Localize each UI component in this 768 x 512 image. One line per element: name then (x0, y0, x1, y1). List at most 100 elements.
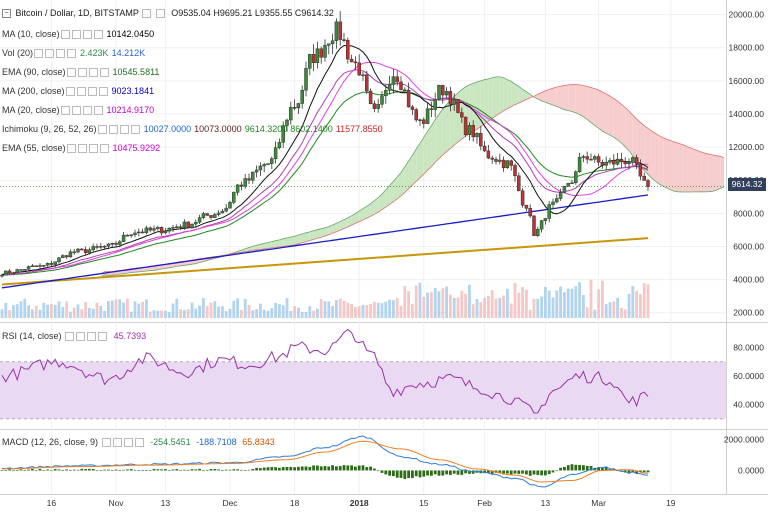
price-axis[interactable]: 20000.00 18000.00 16000.00 14000.00 12000.00… (724, 10, 764, 476)
eye-icon[interactable] (97, 125, 107, 135)
macd-histogram-bar (540, 470, 543, 476)
settings-icon[interactable] (155, 9, 165, 19)
candle-body (311, 54, 316, 64)
macd-histogram-bar (259, 468, 262, 471)
indicator-legend[interactable]: Vol (20) 2.423K 14.212K (2, 48, 145, 59)
close-icon[interactable] (98, 87, 108, 97)
candle-body (524, 204, 529, 209)
more-icon[interactable] (88, 68, 98, 78)
settings-icon[interactable] (76, 87, 86, 97)
close-icon[interactable] (99, 68, 109, 78)
candle-body (80, 248, 84, 251)
macd-histogram-bar (141, 470, 144, 471)
settings-icon[interactable] (112, 438, 122, 448)
macd-histogram-bar (126, 469, 129, 471)
eye-icon[interactable] (65, 332, 75, 342)
macd-histogram-bar (160, 469, 163, 471)
macd-histogram-bar (589, 466, 593, 471)
more-icon[interactable] (87, 332, 97, 342)
settings-icon[interactable] (108, 125, 118, 135)
settings-icon[interactable] (77, 68, 87, 78)
eye-icon[interactable] (60, 106, 70, 116)
indicator-legend[interactable]: MA (20, close) 10214.9170 (2, 105, 154, 116)
macd-legend[interactable]: MACD (12, 26, close, 9) -254.5451 -188.7… (2, 437, 275, 448)
macd-histogram-bar (411, 470, 414, 479)
close-icon[interactable] (93, 106, 103, 116)
volume-bar (27, 305, 30, 318)
close-icon[interactable] (67, 49, 77, 59)
time-axis[interactable]: 16 Nov 13 Dec 18 2018 15 Feb 13 Mar 19 (47, 498, 676, 508)
macd-histogram-bar (198, 468, 201, 471)
macd-histogram-bar (38, 468, 42, 471)
candle-body (577, 157, 582, 172)
volume-bar (449, 294, 452, 318)
close-icon[interactable] (134, 438, 144, 448)
indicator-legend[interactable]: MA (200, close) 9023.1841 (2, 86, 154, 97)
volume-bar (285, 298, 289, 318)
eye-icon[interactable] (60, 30, 70, 40)
eye-icon[interactable] (34, 49, 44, 59)
macd-histogram-bar (190, 469, 194, 471)
candle-body (148, 227, 152, 231)
indicator-legend[interactable]: EMA (55, close) 10475.9292 (2, 143, 160, 154)
volume-bar (426, 292, 429, 318)
indicator-legend[interactable]: Ichimoku (9, 26, 52, 26) 10027.0000 10073.… (2, 124, 383, 135)
settings-icon[interactable] (71, 30, 81, 40)
more-icon[interactable] (88, 144, 98, 154)
settings-icon[interactable] (71, 106, 81, 116)
indicator-legend[interactable]: EMA (90, close) 10545.5811 (2, 67, 159, 78)
cloud-segment (484, 78, 489, 124)
cloud-segment (313, 229, 318, 240)
volume-bar (502, 295, 505, 318)
more-icon[interactable] (119, 125, 129, 135)
more-icon[interactable] (56, 49, 66, 59)
cloud-segment (598, 90, 603, 132)
macd-histogram-bar (122, 469, 125, 471)
close-icon[interactable] (98, 332, 108, 342)
volume-bar (137, 303, 141, 318)
volume-bar (95, 302, 99, 318)
macd-histogram-bar (323, 466, 327, 471)
macd-histogram-bar (213, 469, 217, 471)
eye-icon[interactable] (142, 9, 152, 19)
settings-icon[interactable] (45, 49, 55, 59)
volume-bar (483, 297, 486, 318)
more-icon[interactable] (123, 438, 133, 448)
macd-histogram-bar (156, 469, 160, 471)
volume-bar (528, 309, 532, 318)
candle-body (384, 90, 388, 97)
candle-body (308, 54, 312, 69)
candle-body (612, 160, 616, 165)
collapse-icon[interactable]: − (2, 9, 11, 19)
settings-icon[interactable] (77, 144, 87, 154)
cloud-segment (583, 85, 588, 120)
more-icon[interactable] (82, 106, 92, 116)
eye-icon[interactable] (66, 144, 76, 154)
price-panel[interactable] (0, 0, 726, 321)
settings-icon[interactable] (76, 332, 86, 342)
close-icon[interactable] (93, 30, 103, 40)
volume-bar (156, 310, 160, 318)
close-icon[interactable] (99, 144, 109, 154)
close-icon[interactable] (130, 125, 140, 135)
eye-icon[interactable] (66, 68, 76, 78)
candle-body (631, 157, 635, 163)
macd-histogram-bar (441, 470, 445, 476)
more-icon[interactable] (82, 30, 92, 40)
eye-icon[interactable] (65, 87, 75, 97)
eye-icon[interactable] (101, 438, 111, 448)
volume-bar (498, 297, 502, 318)
macd-histogram-bar (464, 470, 467, 474)
volume-bar (65, 301, 68, 318)
volume-bar (84, 301, 87, 318)
rsi-legend[interactable]: RSI (14, close) 45.7393 (2, 331, 146, 342)
candle-body (338, 21, 342, 40)
cloud-segment (363, 206, 367, 220)
candle-body (532, 215, 536, 236)
symbol-legend[interactable]: − Bitcoin / Dollar, 1D, BITSTAMP O9535.0… (2, 8, 334, 19)
more-icon[interactable] (87, 87, 97, 97)
candle-body (589, 158, 593, 161)
candle-body (235, 184, 240, 193)
indicator-legend[interactable]: MA (10, close) 10142.0450 (2, 29, 154, 40)
